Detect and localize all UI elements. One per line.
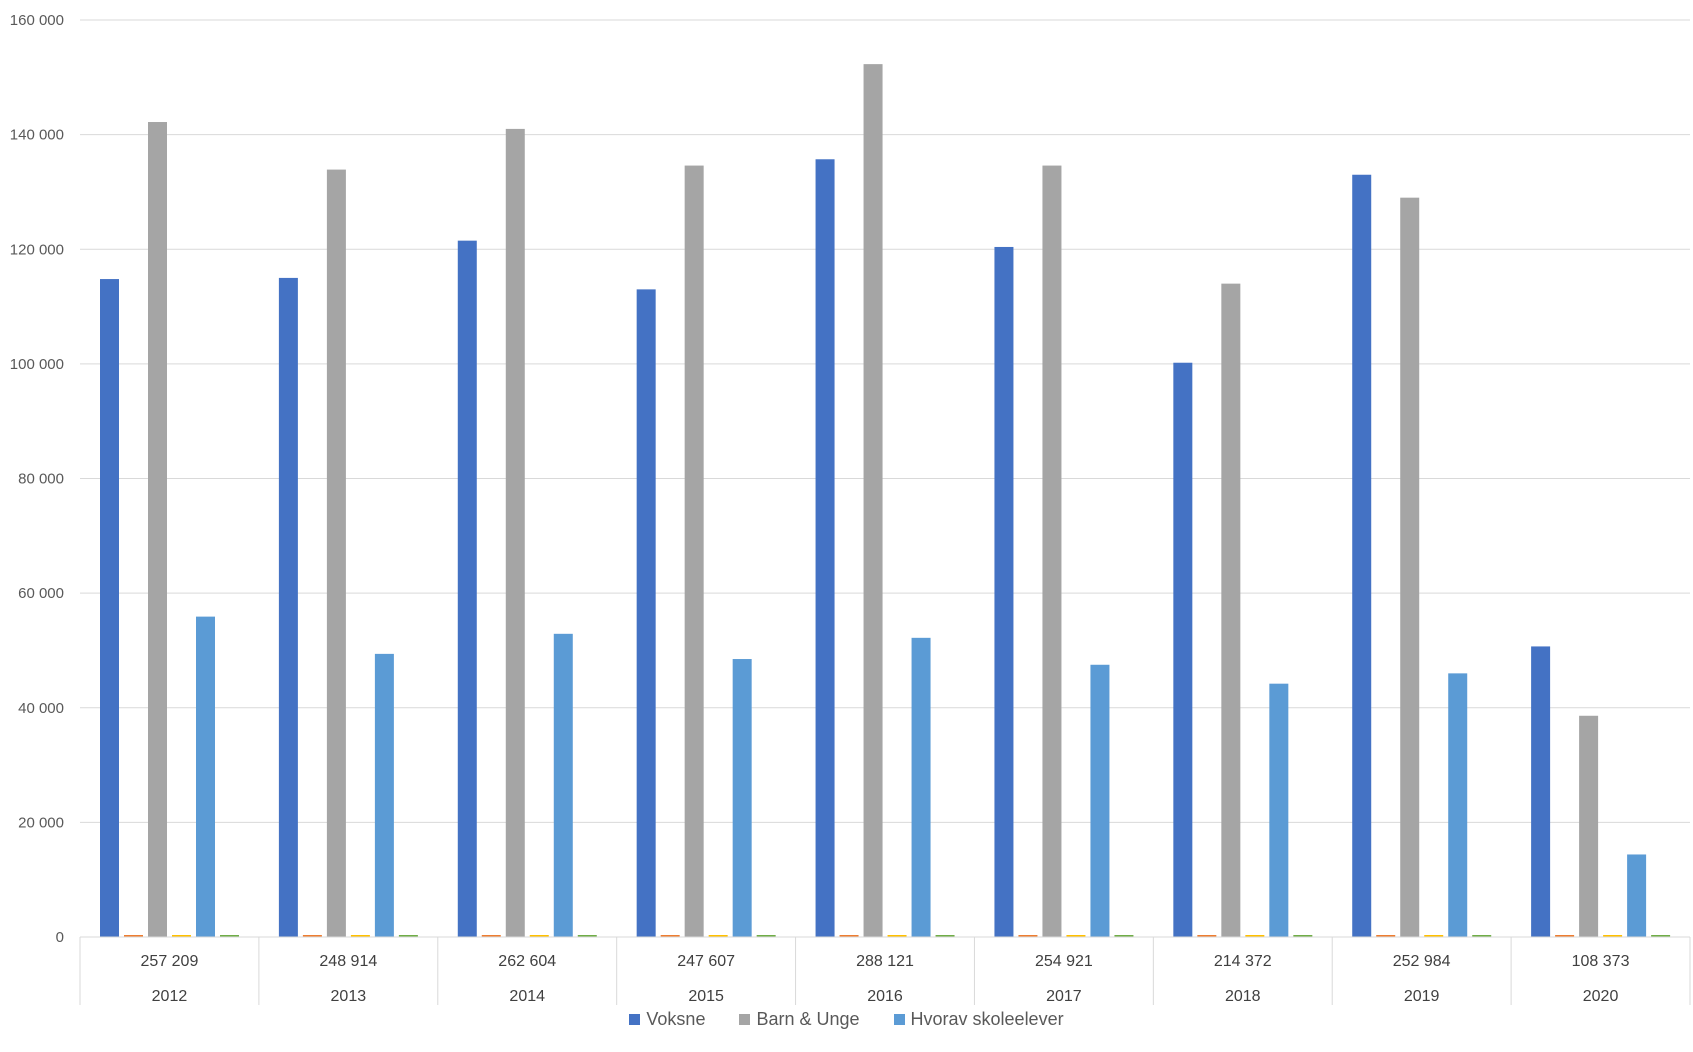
legend-swatch [739,1014,751,1025]
bar-barn-unge-2015 [684,165,704,938]
bar-voksne-2018 [1173,362,1193,937]
bar-barn-unge-2019 [1400,197,1420,937]
bar-barn-unge-2014 [505,128,525,938]
category-total-label: 248 914 [319,953,377,970]
category-total-label: 214 372 [1214,953,1272,970]
bar-voksne-2014 [457,240,477,937]
y-tick-label: 140 000 [10,127,64,144]
bar-voksne-2019 [1352,174,1372,937]
bar-series-1-2017 [1018,935,1038,937]
category-total-label: 288 121 [856,953,914,970]
legend-item-voksne: Voksne [629,1009,705,1030]
x-axis: 257 209 2012 248 914 2013 262 604 2014 247 607… [79,936,1691,1005]
bar-series-1-2016 [839,935,859,937]
gridlines [80,19,1690,823]
bar-series-3-2012 [172,935,191,937]
category-year-label: 2016 [867,988,903,1005]
bar-voksne-2013 [278,277,298,937]
bar-barn-unge-2012 [148,122,167,938]
legend-label: Barn & Unge [756,1009,860,1029]
category-total-label: 262 604 [498,953,556,970]
bar-series-3-2017 [1066,935,1086,937]
bar-hvorav-skoleelever-2015 [732,659,752,937]
bars [100,64,1671,938]
bar-series-3-2019 [1424,935,1444,937]
y-tick-label: 20 000 [18,814,64,831]
category-total-label: 247 607 [677,953,735,970]
y-tick-label: 0 [56,929,64,946]
y-tick-label: 100 000 [10,356,64,373]
bar-voksne-2016 [815,159,835,937]
bar-series-5-2015 [756,935,776,937]
category-year-label: 2015 [688,988,724,1005]
legend-label: Hvorav skoleelever [910,1009,1064,1029]
bar-barn-unge-2016 [863,64,883,938]
category-total-label: 252 984 [1393,953,1451,970]
category-total-label: 254 921 [1035,953,1093,970]
bar-series-5-2020 [1651,935,1671,937]
bar-series-1-2013 [302,935,322,937]
legend-item-barn-unge: Barn & Unge [739,1009,860,1030]
y-tick-label: 40 000 [18,700,64,717]
bar-series-1-2014 [481,935,501,937]
legend: Voksne Barn & Unge Hvorav skoleelever [0,1009,1693,1030]
category-year-label: 2019 [1404,988,1440,1005]
bar-hvorav-skoleelever-2017 [1090,664,1110,937]
legend-swatch [629,1014,641,1025]
bar-hvorav-skoleelever-2013 [374,653,394,937]
y-tick-label: 120 000 [10,241,64,258]
bar-barn-unge-2018 [1221,283,1241,937]
bar-series-5-2013 [398,935,418,937]
bar-series-1-2015 [660,935,680,937]
bar-series-3-2013 [350,935,370,937]
y-tick-label: 160 000 [10,12,64,29]
bar-series-5-2012 [220,935,239,937]
bar-series-5-2018 [1293,935,1313,937]
bar-barn-unge-2020 [1579,715,1599,937]
bar-barn-unge-2017 [1042,165,1062,938]
category-total-label: 257 209 [141,953,199,970]
bar-hvorav-skoleelever-2012 [196,616,215,937]
bar-series-3-2015 [708,935,728,937]
y-tick-label: 80 000 [18,471,64,488]
bar-hvorav-skoleelever-2019 [1448,673,1468,937]
bar-series-3-2014 [529,935,549,937]
bar-series-5-2017 [1114,935,1134,937]
category-year-label: 2012 [152,988,188,1005]
bar-series-1-2018 [1197,935,1217,937]
bar-voksne-2015 [636,289,656,937]
category-year-label: 2013 [331,988,367,1005]
bar-barn-unge-2013 [326,169,346,937]
legend-label: Voksne [646,1009,706,1029]
bar-series-1-2020 [1555,935,1575,937]
bar-hvorav-skoleelever-2018 [1269,683,1289,937]
bar-hvorav-skoleelever-2016 [911,637,931,937]
category-year-label: 2018 [1225,988,1261,1005]
bar-voksne-2017 [994,246,1014,937]
bar-series-3-2018 [1245,935,1265,937]
y-tick-label: 60 000 [18,585,64,602]
category-total-label: 108 373 [1572,953,1630,970]
category-year-label: 2014 [509,988,545,1005]
bar-series-3-2016 [887,935,907,937]
bar-voksne-2012 [100,279,119,937]
bar-series-1-2019 [1376,935,1396,937]
legend-swatch [893,1014,905,1025]
bar-hvorav-skoleelever-2014 [553,633,573,937]
bar-voksne-2020 [1531,646,1551,937]
bar-series-5-2019 [1472,935,1492,937]
bar-series-5-2014 [577,935,597,937]
bar-hvorav-skoleelever-2020 [1627,854,1647,937]
bar-series-5-2016 [935,935,955,937]
legend-item-hvorav-skoleelever: Hvorav skoleelever [893,1009,1064,1030]
bar-series-1-2012 [124,935,143,937]
bar-series-3-2020 [1603,935,1623,937]
y-axis-ticks: 0 20 000 40 000 60 000 80 000 100 000 120 000 1… [10,12,64,946]
category-year-label: 2020 [1583,988,1619,1005]
category-year-label: 2017 [1046,988,1082,1005]
